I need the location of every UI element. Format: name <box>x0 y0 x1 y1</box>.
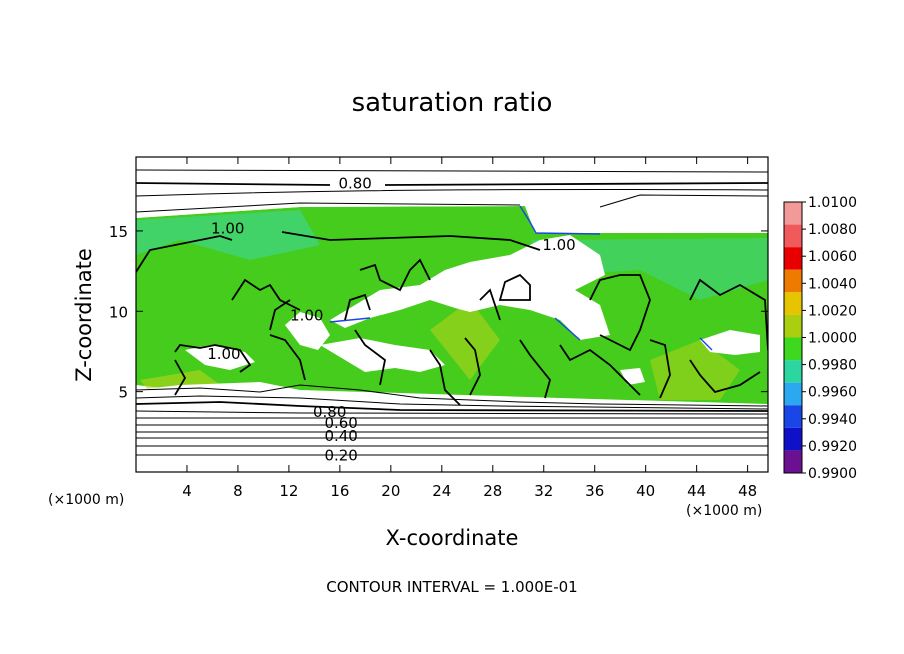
colorbar-swatch <box>784 405 802 428</box>
colorbar-label: 1.0020 <box>808 303 857 319</box>
unsaturated-region <box>320 338 445 372</box>
contour-label: 0.40 <box>324 427 357 445</box>
colorbar-label: 1.0060 <box>808 249 857 265</box>
unsaturated-region <box>136 157 768 233</box>
colorbar-label: 1.0040 <box>808 276 857 292</box>
unsaturated-region <box>330 235 610 340</box>
contour-label: 1.00 <box>207 345 240 363</box>
colorbar-label: 0.9920 <box>808 439 857 455</box>
y-tick-label: 5 <box>118 384 128 402</box>
contour-label: 0.80 <box>313 403 346 421</box>
x-tick-label: 4 <box>182 482 192 500</box>
x-axis-unit-left: (×1000 m) <box>48 492 125 508</box>
supersaturated-patch <box>430 300 500 380</box>
dry-edge <box>519 205 601 235</box>
colorbar-swatch <box>784 337 802 361</box>
colorbar-swatch <box>784 247 802 270</box>
y-tick-label: 10 <box>109 303 128 321</box>
contour-label: 0.80 <box>338 175 371 193</box>
colorbar-label: 1.0000 <box>808 331 857 347</box>
x-tick-label: 20 <box>381 482 400 500</box>
x-tick-label: 8 <box>233 482 243 500</box>
colorbar-swatch <box>784 314 802 338</box>
unsaturated-region <box>700 330 760 355</box>
x-tick-label: 28 <box>483 482 502 500</box>
plot-area: 0.801.001.001.001.000.800.600.400.20 <box>136 157 768 472</box>
contour-label: 0.20 <box>324 446 357 464</box>
x-tick-label: 36 <box>585 482 604 500</box>
y-tick-label: 15 <box>109 223 128 241</box>
lower-contour-lines <box>136 384 768 456</box>
colorbar-swatch <box>784 224 802 248</box>
contour-label: 0.60 <box>324 414 357 432</box>
contour-label: 1.00 <box>290 307 323 325</box>
colorbar-label: 1.0100 <box>808 195 857 211</box>
plot-frame <box>135 156 769 473</box>
x-tick-label: 16 <box>330 482 349 500</box>
unsaturated-region <box>185 345 255 370</box>
supersaturated-patch <box>650 340 740 400</box>
contour-lines <box>136 169 768 406</box>
x-tick-label: 44 <box>687 482 706 500</box>
colorbar-swatch <box>784 427 802 451</box>
x-tick-label: 24 <box>432 482 451 500</box>
colorbar-label: 0.9960 <box>808 385 857 401</box>
x-tick-label: 12 <box>279 482 298 500</box>
contour-label: 1.00 <box>542 236 575 254</box>
x-axis-label: X-coordinate <box>385 526 519 550</box>
colorbar-label: 0.9940 <box>808 412 857 428</box>
colorbar-swatch <box>784 202 802 225</box>
colorbar-label: 1.0080 <box>808 222 857 238</box>
x-tick-label: 40 <box>636 482 655 500</box>
colorbar-swatch <box>784 292 802 315</box>
colorbar-label: 0.9900 <box>808 466 857 482</box>
subsaturated-patch <box>136 210 320 260</box>
colorbar-swatch <box>784 382 802 406</box>
unsaturated-region <box>285 312 330 350</box>
dry-edge <box>329 317 713 351</box>
x-tick-label: 48 <box>738 482 757 500</box>
saturated-field <box>136 206 768 410</box>
colorbar-label: 0.9980 <box>808 358 857 374</box>
x-axis-unit-right: (×1000 m) <box>686 503 763 519</box>
chart-title: saturation ratio <box>351 88 553 118</box>
colorbar-swatch <box>784 269 802 293</box>
colorbar-swatch <box>784 360 802 383</box>
contour-interval-note: CONTOUR INTERVAL = 1.000E-01 <box>326 578 578 596</box>
x-tick-label: 32 <box>534 482 553 500</box>
colorbar-swatch <box>784 450 802 473</box>
contour-label: 1.00 <box>211 220 244 238</box>
